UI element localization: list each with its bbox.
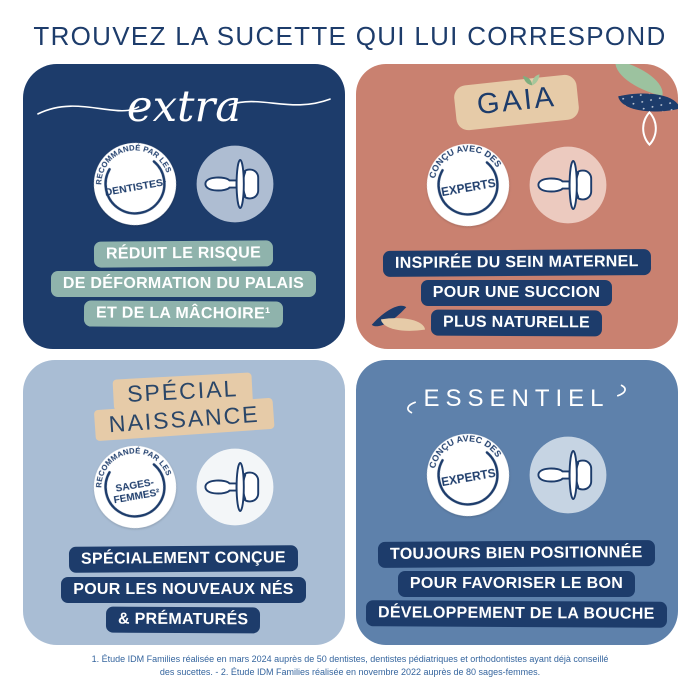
flourish-swash-icon	[616, 384, 626, 397]
badges-row: CONÇU AVEC DES EXPERTS	[422, 137, 608, 227]
benefit-lines: INSPIRÉE DU SEIN MATERNEL POUR UNE SUCCI…	[382, 248, 651, 339]
leaf-decoration-icon	[609, 63, 668, 96]
benefit-chip: & PRÉMATURÉS	[106, 606, 261, 634]
essentiel-label: ESSENTIEL	[423, 384, 610, 412]
recommended-by-midwives-badge-icon: RECOMMANDÉ PAR LES SAGES- FEMMES²	[88, 440, 176, 529]
benefit-chip: ET DE LA MÂCHOIRE¹	[84, 300, 283, 328]
badges-row: RECOMMANDÉ PAR LES DENTISTES¹	[88, 137, 275, 226]
benefit-lines: TOUJOURS BIEN POSITIONNÉE POUR FAVORISER…	[366, 539, 667, 630]
card-gaia: GAIA CONÇU AVEC DES EXPERTS	[355, 63, 678, 349]
benefit-chip: POUR LES NOUVEAUX NÉS	[61, 576, 306, 603]
flourish-line-left-icon	[36, 104, 139, 115]
flourish-line-right-icon	[228, 97, 331, 106]
benefit-lines: SPÉCIALEMENT CONÇUE POUR LES NOUVEAUX NÉ…	[61, 544, 306, 635]
card-special-naissance: SPÉCIAL NAISSANCE RECOMMANDÉ PAR LES SAG…	[22, 359, 345, 645]
pacifier-side-view-icon	[196, 145, 273, 222]
extra-script-title: extra	[36, 78, 332, 134]
special-naissance-title: SPÉCIAL NAISSANCE	[93, 371, 275, 442]
footnote-line: des sucettes. - 2. Étude IDM Families ré…	[159, 666, 541, 677]
footnote-line: 1. Étude IDM Families réalisée en mars 2…	[91, 653, 609, 664]
pacifier-side-view-icon	[196, 449, 273, 526]
benefit-chip: INSPIRÉE DU SEIN MATERNEL	[382, 248, 651, 277]
badges-row: CONÇU AVEC DES EXPERTS	[422, 427, 608, 517]
benefit-chip: RÉDUIT LE RISQUE	[93, 239, 274, 268]
benefit-lines: RÉDUIT LE RISQUE DE DÉFORMATION DU PALAI…	[50, 239, 317, 330]
card-essentiel: ESSENTIEL CONÇU AVEC DES EXPERTS	[355, 359, 678, 645]
leaf-decoration-icon	[631, 110, 667, 146]
card-extra: extra RECOMMANDÉ PAR LES DENTISTES¹	[22, 63, 345, 349]
benefit-chip: DÉVELOPPEMENT DE LA BOUCHE	[366, 600, 667, 628]
recommended-by-dentists-badge-icon: RECOMMANDÉ PAR LES DENTISTES¹	[88, 137, 176, 225]
benefit-chip: TOUJOURS BIEN POSITIONNÉE	[378, 539, 655, 568]
gaia-logo: GAIA	[452, 73, 581, 131]
pacifier-side-view-icon	[529, 436, 606, 513]
sprout-leaves-icon	[522, 73, 540, 85]
gaia-logo-label: GAIA	[475, 80, 558, 121]
benefit-chip: POUR FAVORISER LE BON	[397, 570, 636, 597]
benefit-chip: POUR UNE SUCCION	[420, 279, 613, 306]
page-title: TROUVEZ LA SUCETTE QUI LUI CORRESPOND	[33, 21, 667, 51]
designed-with-experts-badge-icon: CONÇU AVEC DES EXPERTS	[422, 137, 509, 226]
benefit-chip: DE DÉFORMATION DU PALAIS	[50, 270, 317, 297]
footnote: 1. Étude IDM Families réalisée en mars 2…	[0, 653, 700, 679]
essentiel-title: ESSENTIEL	[403, 384, 629, 414]
badges-row: RECOMMANDÉ PAR LES SAGES- FEMMES²	[88, 440, 275, 529]
extra-label: extra	[126, 81, 240, 131]
designed-with-experts-badge-icon: CONÇU AVEC DES EXPERTS	[422, 427, 509, 516]
cards-grid: extra RECOMMANDÉ PAR LES DENTISTES¹	[0, 63, 700, 645]
pacifier-side-view-icon	[529, 146, 606, 223]
benefit-chip: PLUS NATURELLE	[430, 309, 603, 337]
benefit-chip: SPÉCIALEMENT CONÇUE	[68, 545, 298, 574]
flourish-swash-icon	[407, 401, 417, 414]
